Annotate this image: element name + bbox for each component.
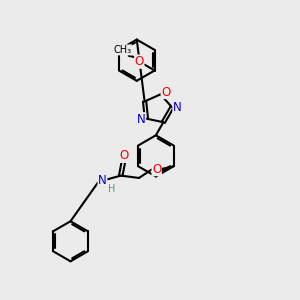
Text: N: N bbox=[173, 101, 182, 114]
Text: O: O bbox=[152, 163, 161, 176]
Text: O: O bbox=[161, 85, 170, 98]
Text: CH₃: CH₃ bbox=[114, 45, 132, 55]
Text: H: H bbox=[108, 184, 116, 194]
Text: N: N bbox=[137, 113, 146, 126]
Text: O: O bbox=[135, 55, 144, 68]
Text: N: N bbox=[98, 174, 107, 188]
Text: O: O bbox=[119, 149, 128, 162]
